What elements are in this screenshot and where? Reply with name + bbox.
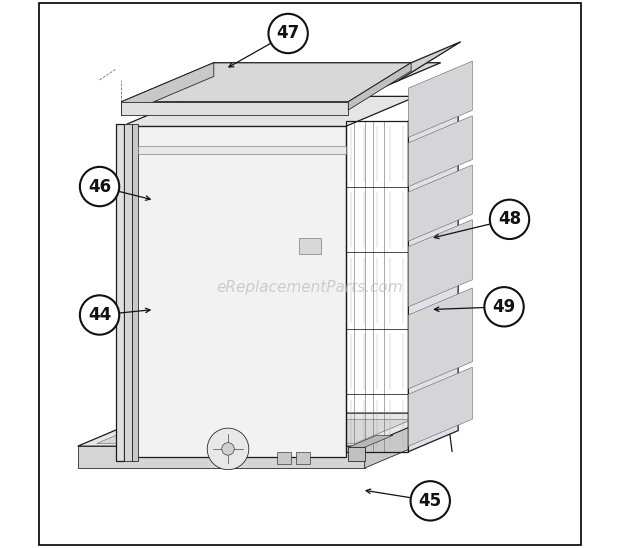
Circle shape [484,287,524,327]
Polygon shape [348,62,411,110]
Circle shape [80,167,119,206]
Polygon shape [122,96,417,127]
Polygon shape [409,288,472,389]
Polygon shape [296,452,310,464]
Polygon shape [365,413,443,468]
Polygon shape [116,124,124,461]
Polygon shape [348,42,461,102]
Text: 46: 46 [88,178,111,196]
Polygon shape [299,238,321,254]
Polygon shape [409,61,472,138]
Circle shape [410,481,450,521]
Text: 49: 49 [492,298,516,316]
Polygon shape [122,62,214,116]
Polygon shape [409,165,472,241]
Polygon shape [277,452,291,464]
Circle shape [80,295,119,335]
Polygon shape [138,146,345,154]
Polygon shape [122,127,345,457]
Polygon shape [122,62,441,102]
Polygon shape [348,435,393,447]
Text: 48: 48 [498,210,521,229]
Polygon shape [409,367,472,446]
Polygon shape [78,446,365,468]
Text: eReplacementParts.com: eReplacementParts.com [216,280,404,295]
Polygon shape [132,124,138,461]
Polygon shape [78,413,443,446]
Polygon shape [409,100,458,452]
Circle shape [207,428,249,470]
Polygon shape [409,116,472,186]
Polygon shape [122,102,348,116]
Polygon shape [124,124,132,461]
Text: 47: 47 [277,25,299,43]
Circle shape [490,199,529,239]
Circle shape [222,443,234,455]
Polygon shape [409,220,472,307]
Text: 45: 45 [418,492,442,510]
Circle shape [268,14,308,53]
Polygon shape [97,419,412,443]
Polygon shape [348,447,365,461]
Text: 44: 44 [88,306,111,324]
